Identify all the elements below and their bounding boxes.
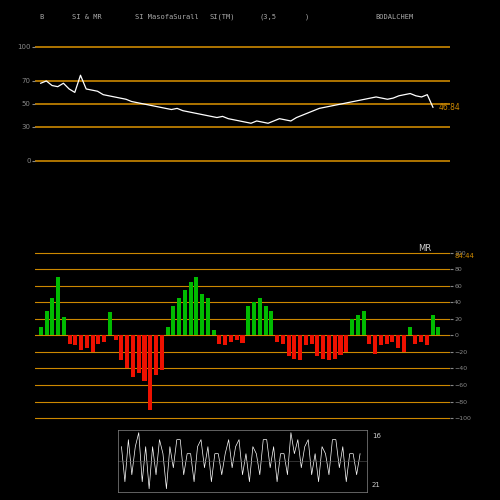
Bar [310, 336, 314, 344]
Bar [344, 336, 348, 352]
Bar [281, 336, 285, 344]
Bar [390, 336, 394, 342]
Bar [131, 336, 135, 376]
Bar [246, 306, 250, 336]
Bar [74, 336, 78, 345]
Bar [316, 336, 320, 356]
Bar [177, 298, 181, 336]
Bar [183, 290, 187, 336]
Bar [62, 317, 66, 336]
Text: MR: MR [418, 244, 432, 253]
Text: (3,5: (3,5 [259, 14, 276, 20]
Bar [332, 336, 336, 358]
Bar [68, 336, 71, 344]
Bar [136, 336, 141, 372]
Bar [362, 310, 366, 336]
Bar [154, 336, 158, 375]
Text: BODALCHEM: BODALCHEM [376, 14, 414, 20]
Bar [194, 278, 198, 336]
Bar [44, 310, 48, 336]
Text: SI MasofaSurall: SI MasofaSurall [134, 14, 198, 20]
Bar [160, 336, 164, 370]
Bar [419, 336, 423, 342]
Bar [85, 336, 89, 348]
Bar [188, 282, 192, 336]
Bar [148, 336, 152, 410]
Bar [327, 336, 331, 360]
Bar [120, 336, 124, 360]
Bar [356, 314, 360, 336]
Bar [270, 310, 274, 336]
Bar [258, 298, 262, 336]
Bar [396, 336, 400, 348]
Bar [172, 306, 175, 336]
Bar [373, 336, 377, 353]
Bar [275, 336, 279, 342]
Bar [125, 336, 129, 368]
Text: 46.84: 46.84 [438, 102, 460, 112]
Bar [218, 336, 222, 344]
Bar [212, 330, 216, 336]
Bar [402, 336, 406, 352]
Bar [425, 336, 429, 345]
Bar [304, 336, 308, 345]
Bar [102, 336, 106, 342]
Bar [379, 336, 383, 345]
Bar [436, 327, 440, 336]
Bar [206, 298, 210, 336]
Bar [350, 319, 354, 336]
Bar [408, 327, 412, 336]
Text: B: B [39, 14, 44, 20]
Bar [234, 336, 239, 340]
Bar [38, 327, 43, 336]
Bar [166, 327, 170, 336]
Bar [338, 336, 342, 355]
Bar [321, 336, 325, 358]
Bar [286, 336, 290, 356]
Bar [264, 306, 268, 336]
Bar [142, 336, 146, 381]
Bar [414, 336, 418, 344]
Bar [223, 336, 227, 345]
Text: ): ) [305, 14, 309, 20]
Bar [240, 336, 244, 343]
Bar [229, 336, 233, 342]
Text: 84.44: 84.44 [454, 253, 474, 259]
Bar [368, 336, 372, 344]
Bar [108, 312, 112, 336]
Bar [252, 302, 256, 336]
Bar [298, 336, 302, 360]
Bar [79, 336, 83, 350]
Bar [384, 336, 388, 344]
Bar [96, 336, 100, 344]
Text: SI & MR: SI & MR [72, 14, 102, 20]
Bar [114, 336, 117, 340]
Bar [90, 336, 94, 352]
Bar [292, 336, 296, 358]
Text: SI(TM): SI(TM) [210, 14, 235, 20]
Bar [430, 314, 434, 336]
Bar [56, 278, 60, 336]
Bar [50, 298, 54, 336]
Bar [200, 294, 204, 336]
